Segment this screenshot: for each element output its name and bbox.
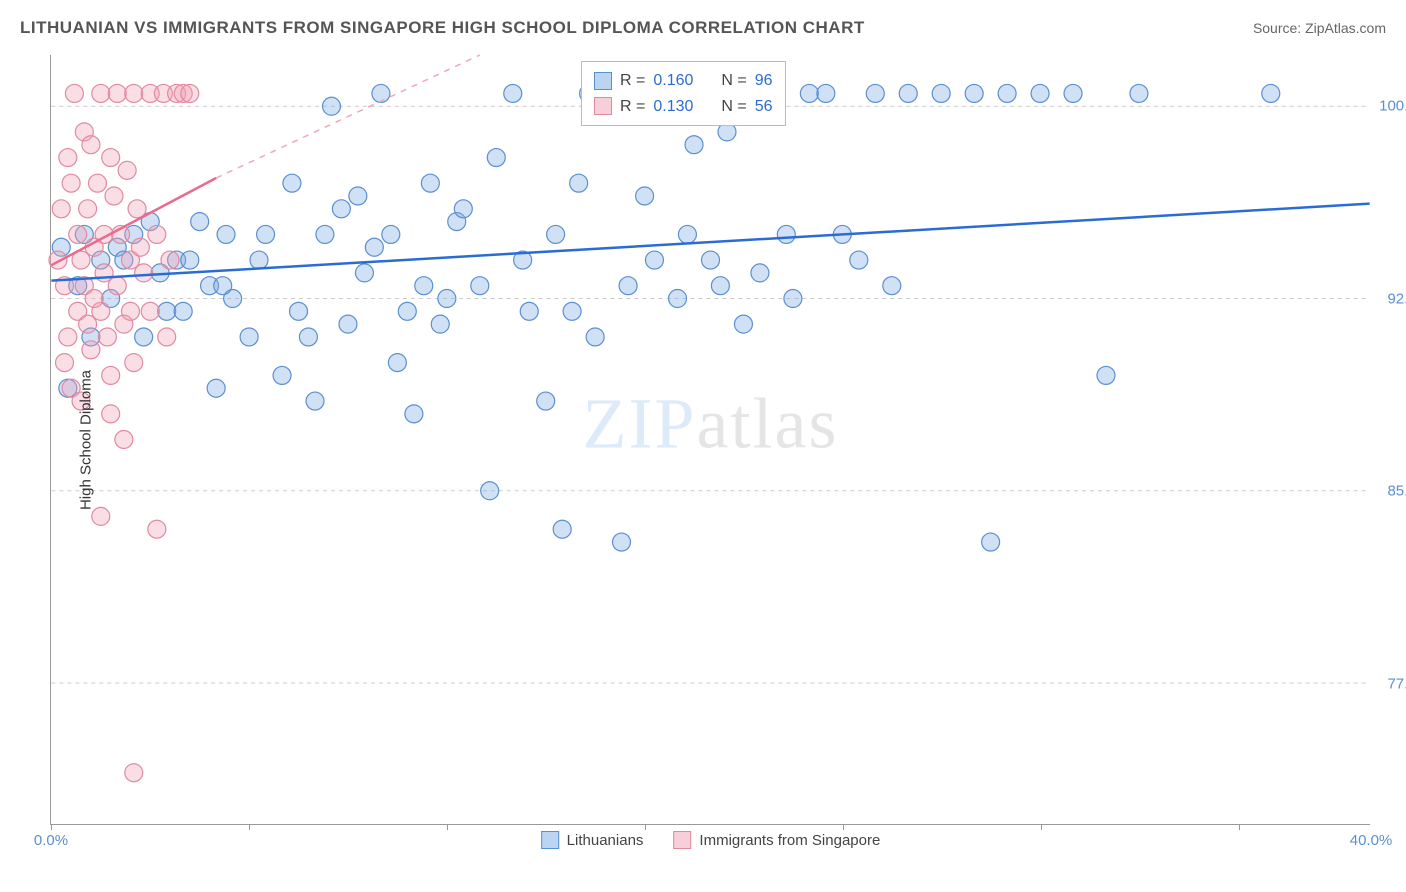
x-tick-mark bbox=[447, 824, 448, 830]
y-tick-label: 100.0% bbox=[1379, 98, 1406, 115]
y-tick-label: 77.5% bbox=[1387, 675, 1406, 692]
scatter-chart: High School Diploma ZIPatlas R = 0.160 N… bbox=[50, 55, 1370, 825]
legend-item-blue: Lithuanians bbox=[541, 831, 644, 849]
swatch-blue-icon bbox=[594, 72, 612, 90]
y-axis-label: High School Diploma bbox=[78, 369, 95, 509]
swatch-blue-icon bbox=[541, 831, 559, 849]
stat-row-blue: R = 0.160 N = 96 bbox=[594, 68, 773, 94]
x-tick-mark bbox=[249, 824, 250, 830]
x-tick-mark bbox=[843, 824, 844, 830]
x-tick-label: 40.0% bbox=[1350, 832, 1393, 849]
x-tick-label: 0.0% bbox=[34, 832, 68, 849]
correlation-stat-box: R = 0.160 N = 96 R = 0.130 N = 56 bbox=[581, 61, 786, 126]
legend-item-pink: Immigrants from Singapore bbox=[673, 831, 880, 849]
stat-row-pink: R = 0.130 N = 56 bbox=[594, 94, 773, 120]
chart-title: LITHUANIAN VS IMMIGRANTS FROM SINGAPORE … bbox=[20, 18, 865, 38]
plot-svg bbox=[51, 55, 1370, 824]
y-tick-label: 92.5% bbox=[1387, 290, 1406, 307]
x-tick-mark bbox=[1041, 824, 1042, 830]
legend: Lithuanians Immigrants from Singapore bbox=[541, 831, 881, 849]
swatch-pink-icon bbox=[594, 97, 612, 115]
x-tick-mark bbox=[1239, 824, 1240, 830]
swatch-pink-icon bbox=[673, 831, 691, 849]
x-tick-mark bbox=[51, 824, 52, 830]
x-tick-mark bbox=[645, 824, 646, 830]
y-tick-label: 85.0% bbox=[1387, 483, 1406, 500]
source-attribution: Source: ZipAtlas.com bbox=[1253, 20, 1386, 36]
